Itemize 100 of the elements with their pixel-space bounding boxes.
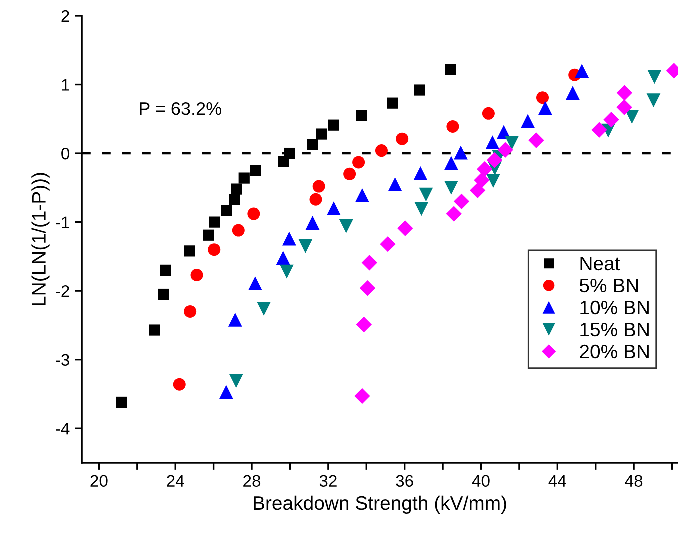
x-tick-label: 28 xyxy=(244,475,261,488)
y-tick-label: -1 xyxy=(56,216,70,228)
point xyxy=(160,264,172,276)
point xyxy=(505,136,519,150)
point xyxy=(316,128,328,140)
point xyxy=(307,139,318,150)
x-tick-label: 20 xyxy=(90,475,108,488)
point xyxy=(229,374,244,388)
point xyxy=(592,122,608,138)
y-tick-label: 2 xyxy=(62,10,70,22)
point xyxy=(398,220,414,236)
point xyxy=(310,193,322,206)
point xyxy=(339,219,354,234)
point xyxy=(625,110,640,124)
point xyxy=(521,114,535,128)
point xyxy=(250,165,262,176)
point xyxy=(445,64,456,76)
point xyxy=(190,269,204,282)
point xyxy=(208,244,221,256)
point xyxy=(388,178,402,192)
point xyxy=(276,251,290,266)
point xyxy=(203,230,214,241)
point xyxy=(616,100,632,116)
y-axis-title: LN(LN(1/(1-P))) xyxy=(32,173,50,306)
point xyxy=(298,239,313,254)
y-tick-label: -3 xyxy=(56,354,70,366)
point xyxy=(356,110,368,122)
point xyxy=(229,194,240,206)
point xyxy=(184,305,197,318)
point xyxy=(419,188,434,202)
point xyxy=(616,85,633,101)
x-tick-label: 32 xyxy=(320,475,337,488)
point xyxy=(158,288,170,300)
point xyxy=(414,84,426,96)
point xyxy=(221,205,232,216)
point xyxy=(327,202,341,216)
point xyxy=(444,180,458,195)
point xyxy=(604,112,620,128)
legend-label: Neat xyxy=(580,257,620,271)
legend-label: 15% BN xyxy=(580,322,649,337)
point xyxy=(149,324,160,336)
point xyxy=(454,146,468,160)
point xyxy=(355,188,370,202)
point xyxy=(248,208,260,220)
point xyxy=(414,202,429,216)
x-tick-label: 24 xyxy=(167,475,184,487)
point xyxy=(498,142,514,158)
point xyxy=(528,132,544,148)
point xyxy=(446,206,462,222)
point xyxy=(375,144,388,158)
point xyxy=(536,92,550,104)
x-tick-label: 44 xyxy=(548,475,566,487)
point xyxy=(360,280,376,296)
point xyxy=(362,255,378,271)
y-tick-label: -2 xyxy=(56,285,70,298)
point xyxy=(566,86,580,100)
point xyxy=(248,276,262,290)
point xyxy=(228,313,242,327)
point xyxy=(387,98,398,109)
x-tick-label: 40 xyxy=(472,475,490,488)
point xyxy=(173,378,186,391)
point xyxy=(486,174,500,188)
point xyxy=(646,94,661,108)
legend-label: 10% BN xyxy=(580,300,649,315)
point xyxy=(238,172,250,184)
point xyxy=(575,64,590,78)
y-tick-label: 1 xyxy=(62,79,70,91)
point xyxy=(414,166,428,180)
point xyxy=(209,216,220,228)
point xyxy=(470,182,486,199)
point xyxy=(231,184,242,195)
point xyxy=(312,180,326,193)
x-tick-label: 36 xyxy=(396,475,414,488)
point xyxy=(232,224,245,237)
point xyxy=(219,385,234,400)
point xyxy=(184,246,196,257)
point xyxy=(477,162,493,178)
point xyxy=(354,388,370,404)
point xyxy=(257,302,271,316)
point xyxy=(282,232,296,246)
point xyxy=(328,120,340,131)
annotation: P = 63.2% xyxy=(140,102,222,116)
point xyxy=(454,194,470,210)
point xyxy=(380,236,396,252)
y-tick-label: -4 xyxy=(56,423,70,435)
point xyxy=(486,152,503,168)
point xyxy=(444,156,458,170)
point xyxy=(344,168,356,180)
point xyxy=(482,107,495,120)
y-tick-label: 0 xyxy=(62,148,70,160)
point xyxy=(396,132,409,146)
point xyxy=(538,101,552,116)
point xyxy=(648,70,662,84)
point xyxy=(116,396,128,408)
point xyxy=(284,148,296,160)
point xyxy=(352,156,366,169)
point xyxy=(306,216,320,230)
x-axis-title: Breakdown Strength (kV/mm) xyxy=(254,496,506,514)
legend-label: 5% BN xyxy=(580,278,638,293)
legend-label: 20% BN xyxy=(580,344,649,359)
